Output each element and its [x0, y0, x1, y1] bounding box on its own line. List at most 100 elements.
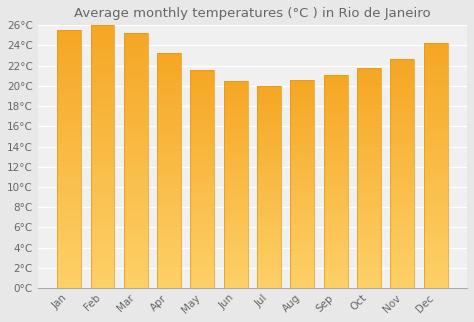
Bar: [357, 224, 381, 226]
Bar: [390, 185, 414, 187]
Bar: [424, 232, 447, 234]
Bar: [191, 70, 214, 288]
Bar: [291, 257, 314, 259]
Bar: [324, 239, 347, 241]
Bar: [91, 230, 115, 233]
Bar: [390, 132, 414, 134]
Bar: [91, 122, 115, 125]
Bar: [91, 96, 115, 99]
Bar: [91, 249, 115, 251]
Bar: [191, 96, 214, 98]
Bar: [424, 58, 447, 61]
Bar: [57, 185, 81, 187]
Bar: [124, 186, 148, 189]
Bar: [157, 93, 181, 95]
Bar: [57, 74, 81, 77]
Bar: [224, 238, 248, 240]
Bar: [324, 111, 347, 113]
Bar: [324, 115, 347, 118]
Bar: [91, 175, 115, 178]
Bar: [157, 264, 181, 267]
Bar: [257, 132, 281, 134]
Bar: [224, 276, 248, 278]
Bar: [57, 242, 81, 244]
Bar: [324, 85, 347, 88]
Bar: [357, 154, 381, 156]
Bar: [124, 148, 148, 150]
Bar: [191, 83, 214, 85]
Bar: [157, 253, 181, 255]
Bar: [157, 187, 181, 189]
Bar: [124, 49, 148, 51]
Bar: [324, 237, 347, 239]
Bar: [357, 211, 381, 213]
Bar: [91, 117, 115, 120]
Bar: [57, 30, 81, 288]
Bar: [357, 231, 381, 233]
Bar: [357, 244, 381, 246]
Bar: [291, 284, 314, 286]
Bar: [257, 221, 281, 223]
Bar: [124, 82, 148, 84]
Bar: [224, 85, 248, 87]
Bar: [91, 191, 115, 194]
Bar: [191, 72, 214, 74]
Bar: [424, 83, 447, 85]
Bar: [57, 203, 81, 205]
Bar: [291, 273, 314, 276]
Bar: [357, 79, 381, 81]
Bar: [124, 232, 148, 234]
Bar: [124, 110, 148, 112]
Bar: [324, 102, 347, 105]
Bar: [224, 120, 248, 122]
Bar: [124, 46, 148, 49]
Bar: [390, 244, 414, 247]
Bar: [291, 240, 314, 242]
Bar: [224, 280, 248, 282]
Bar: [157, 135, 181, 137]
Bar: [191, 275, 214, 277]
Bar: [424, 149, 447, 151]
Bar: [357, 92, 381, 94]
Bar: [191, 284, 214, 286]
Bar: [91, 188, 115, 191]
Bar: [124, 107, 148, 110]
Bar: [291, 90, 314, 92]
Bar: [357, 257, 381, 260]
Bar: [124, 260, 148, 262]
Bar: [424, 90, 447, 92]
Bar: [390, 270, 414, 272]
Bar: [357, 189, 381, 191]
Bar: [257, 246, 281, 248]
Bar: [224, 201, 248, 203]
Bar: [91, 267, 115, 270]
Bar: [424, 129, 447, 131]
Bar: [124, 56, 148, 59]
Bar: [291, 238, 314, 240]
Bar: [91, 156, 115, 159]
Bar: [191, 244, 214, 247]
Bar: [390, 130, 414, 132]
Bar: [357, 83, 381, 85]
Bar: [357, 77, 381, 79]
Bar: [291, 271, 314, 273]
Bar: [157, 149, 181, 151]
Bar: [224, 116, 248, 118]
Bar: [257, 130, 281, 132]
Bar: [224, 242, 248, 244]
Bar: [390, 89, 414, 91]
Bar: [57, 64, 81, 66]
Bar: [91, 162, 115, 165]
Bar: [390, 277, 414, 279]
Bar: [124, 191, 148, 194]
Bar: [357, 118, 381, 120]
Bar: [91, 235, 115, 238]
Bar: [291, 261, 314, 263]
Bar: [257, 217, 281, 219]
Bar: [257, 185, 281, 187]
Bar: [291, 211, 314, 213]
Bar: [357, 90, 381, 92]
Bar: [191, 220, 214, 223]
Bar: [157, 154, 181, 156]
Bar: [424, 137, 447, 139]
